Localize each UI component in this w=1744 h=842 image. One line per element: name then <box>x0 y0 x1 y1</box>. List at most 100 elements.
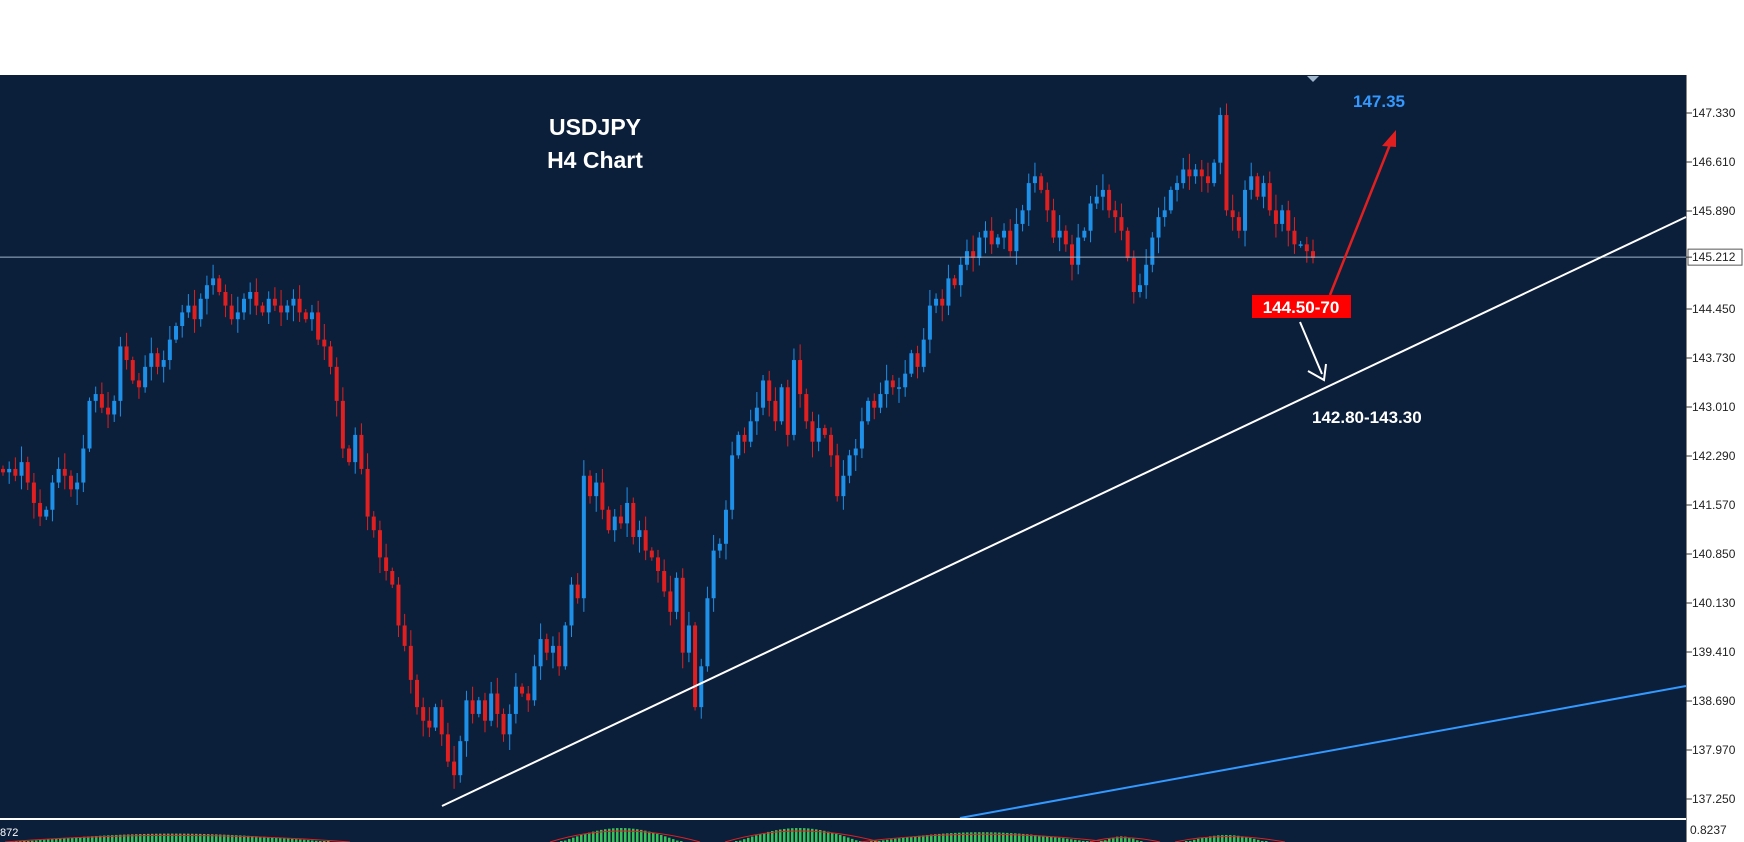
candle <box>1113 200 1118 233</box>
chart-area[interactable] <box>0 75 1686 842</box>
candle <box>538 623 543 680</box>
indicator-bar <box>147 833 150 842</box>
candle-body <box>427 720 432 728</box>
candle-body <box>328 346 333 367</box>
candle <box>186 294 191 318</box>
indicator-bar <box>946 833 949 842</box>
candle <box>476 696 481 718</box>
indicator-bar <box>199 833 202 842</box>
candle <box>1212 159 1217 187</box>
candle <box>223 284 228 318</box>
indicator-bar <box>608 828 611 842</box>
candle <box>1181 157 1186 189</box>
candle <box>563 622 568 670</box>
candle-body <box>934 298 939 306</box>
indicator-bar <box>596 830 599 842</box>
candle <box>427 707 432 738</box>
candle <box>334 357 339 417</box>
candle-body <box>1162 210 1167 218</box>
indicator-bar <box>303 839 306 842</box>
indicator-bar <box>604 829 607 842</box>
indicator-bar <box>1034 834 1037 842</box>
indicator-panel <box>4 828 1286 842</box>
candle <box>1298 240 1303 248</box>
candle <box>699 658 704 719</box>
candle-body <box>550 645 555 653</box>
indicator-bar <box>763 832 766 842</box>
candle-body <box>112 400 117 415</box>
candle-body <box>25 462 30 483</box>
candle <box>1094 185 1099 209</box>
candle-body <box>62 468 67 476</box>
indicator-bar <box>914 836 917 842</box>
candle-body <box>56 468 61 483</box>
indicator-bar <box>1030 834 1033 842</box>
indicator-bar <box>974 832 977 842</box>
candle <box>958 257 963 297</box>
indicator-bar <box>63 838 66 842</box>
candle-body <box>940 298 945 306</box>
candle-body <box>798 360 803 395</box>
indicator-bar <box>934 834 937 842</box>
candle-body <box>1280 210 1285 224</box>
indicator-bar <box>902 837 905 842</box>
candle-body <box>686 625 691 653</box>
candle-body <box>13 468 18 476</box>
candle-body <box>223 291 228 306</box>
y-tick-label: 140.850 <box>1692 547 1736 561</box>
candle-body <box>235 312 240 320</box>
candle <box>705 586 710 672</box>
indicator-bar <box>1074 839 1077 842</box>
candle-body <box>118 346 123 401</box>
candle-body <box>44 509 49 517</box>
candle-body <box>1113 210 1118 218</box>
indicator-bar <box>1233 835 1236 842</box>
candle-body <box>371 516 376 531</box>
candle <box>1224 103 1229 216</box>
candle <box>192 289 197 333</box>
candle-body <box>353 434 358 463</box>
indicator-bar <box>1022 833 1025 842</box>
candle <box>1187 153 1192 190</box>
candle <box>532 654 537 706</box>
indicator-bar <box>83 836 86 842</box>
candle-body <box>501 713 506 735</box>
candle <box>680 568 685 669</box>
indicator-bar <box>620 828 623 842</box>
indicator-bar <box>795 828 798 842</box>
candle-body <box>1088 203 1093 231</box>
indicator-bar <box>584 833 587 842</box>
indicator-bar <box>1257 839 1260 842</box>
candle <box>909 349 914 378</box>
candle <box>625 487 630 537</box>
indicator-bar <box>267 837 270 842</box>
candle-body <box>853 448 858 456</box>
candle <box>526 686 531 712</box>
candle <box>896 377 901 403</box>
candle <box>68 470 73 497</box>
candle-body <box>1045 189 1050 211</box>
indicator-bar <box>1078 840 1081 842</box>
down-arrow-head <box>1307 363 1327 382</box>
candle <box>421 697 426 737</box>
candle-body <box>1039 176 1044 190</box>
candle <box>1045 182 1050 222</box>
candle <box>390 567 395 589</box>
candle <box>723 500 728 560</box>
candle <box>241 293 246 320</box>
candle-body <box>149 353 154 367</box>
candle-body <box>680 577 685 653</box>
candle-body <box>538 639 543 667</box>
candle <box>1051 198 1056 243</box>
candle-body <box>291 298 296 306</box>
indicator-bar <box>203 833 206 842</box>
candle-body <box>1218 115 1223 163</box>
candle <box>279 289 284 327</box>
y-tick-label: 141.570 <box>1692 498 1736 512</box>
indicator-bar <box>39 840 42 842</box>
candle <box>470 686 475 724</box>
candle-body <box>921 339 926 367</box>
candle-body <box>754 407 759 422</box>
indicator-bar <box>568 839 571 842</box>
